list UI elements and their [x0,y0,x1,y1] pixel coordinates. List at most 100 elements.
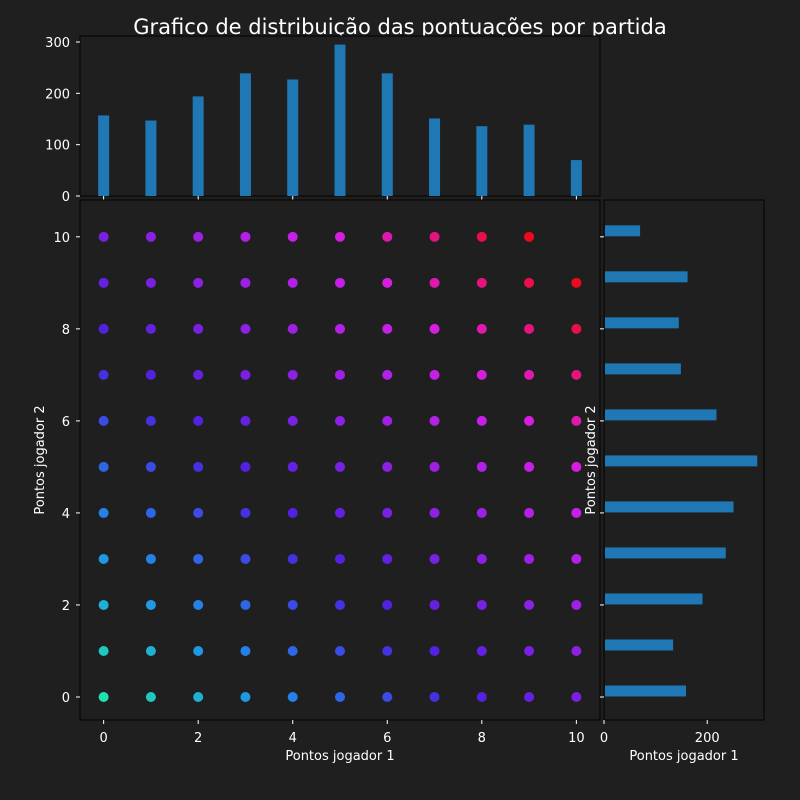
scatter-point [193,691,204,702]
scatter-point [429,553,440,564]
scatter-point [98,599,109,610]
scatter-point [240,277,251,288]
x-tick-label: 4 [289,731,297,746]
scatter-point [240,231,251,242]
scatter-point [571,461,582,472]
scatter-point [98,323,109,334]
scatter-point [429,691,440,702]
scatter-point [571,553,582,564]
scatter-point [476,645,487,656]
top-hist-bar [523,124,535,196]
right-hist-bar [605,409,717,421]
scatter-point [476,277,487,288]
scatter-point [98,369,109,380]
scatter-point [382,691,393,702]
scatter-point [429,277,440,288]
top-hist-bar [334,44,346,196]
scatter-point [145,645,156,656]
scatter-point [240,553,251,564]
scatter-point [571,277,582,288]
scatter-point [476,323,487,334]
scatter-point [193,277,204,288]
scatter-point [240,599,251,610]
scatter-point [287,369,298,380]
scatter-point [335,507,345,518]
scatter-point [145,323,156,334]
x-tick-label: 6 [383,731,391,746]
scatter-point [382,461,393,472]
scatter-point [382,553,393,564]
scatter-point [335,691,345,702]
scatter-point [571,691,582,702]
right-x-axis-label: Pontos jogador 1 [629,749,738,764]
scatter-point [382,645,393,656]
scatter-point [524,599,535,610]
scatter-point [524,507,535,518]
y-tick-label: 6 [62,415,70,430]
scatter-point [476,415,487,426]
top-hist-bar [287,79,299,196]
scatter-point [287,277,298,288]
scatter-point [382,599,393,610]
right-hist-bar [605,501,734,513]
scatter-point [476,553,487,564]
right-x-tick-label: 0 [600,731,608,746]
scatter-point [145,231,156,242]
y-tick-label: 8 [62,323,70,338]
scatter-point [240,415,251,426]
scatter-point [382,415,393,426]
top-hist-bar [239,73,251,196]
scatter-point [193,461,204,472]
scatter-point [524,415,535,426]
scatter-point [98,507,109,518]
scatter-point [429,645,440,656]
scatter-point [524,323,535,334]
scatter-point [240,507,251,518]
scatter-point [429,323,440,334]
scatter-point [382,507,393,518]
scatter-point [98,553,109,564]
scatter-point [524,369,535,380]
top-hist-bar [192,96,204,196]
x-tick-label: 0 [99,731,107,746]
scatter-point [193,507,204,518]
right-x-tick-label: 200 [695,731,720,746]
right-hist-bar [605,685,687,697]
scatter-point [335,231,345,242]
scatter-point [98,691,109,702]
scatter-point [476,231,487,242]
right-hist-bar [605,639,674,651]
scatter-point [429,369,440,380]
scatter-point [476,369,487,380]
scatter-point [429,231,440,242]
top-hist-bar [429,118,441,196]
scatter-point [287,415,298,426]
scatter-point [287,691,298,702]
scatter-point [476,599,487,610]
scatter-point [382,231,393,242]
scatter-point [240,461,251,472]
right-hist-bar [605,455,758,467]
y-tick-label: 0 [62,691,70,706]
scatter-point [429,599,440,610]
top-y-tick-label: 300 [45,36,70,51]
scatter-point [429,461,440,472]
scatter-point [193,323,204,334]
scatter-point [476,507,487,518]
scatter-point [193,415,204,426]
top-y-tick-label: 200 [45,87,70,102]
scatter-point [571,507,582,518]
scatter-point [571,415,582,426]
scatter-point [335,645,345,656]
scatter-point [145,369,156,380]
scatter-point [524,277,535,288]
scatter-plot: 0 2 4 6 8 10 0 2 4 6 8 10 Pontos jogador 1 Pontos jog… [33,199,601,764]
right-histogram: 0 200 Pontos jogador 1 Pontos jogador 2 [584,199,765,764]
y-axis-label: Pontos jogador 2 [33,405,48,514]
scatter-point [98,415,109,426]
top-histogram: 0 100 200 300 [45,35,601,205]
scatter-point [98,231,109,242]
scatter-point [382,369,393,380]
scatter-point [145,415,156,426]
